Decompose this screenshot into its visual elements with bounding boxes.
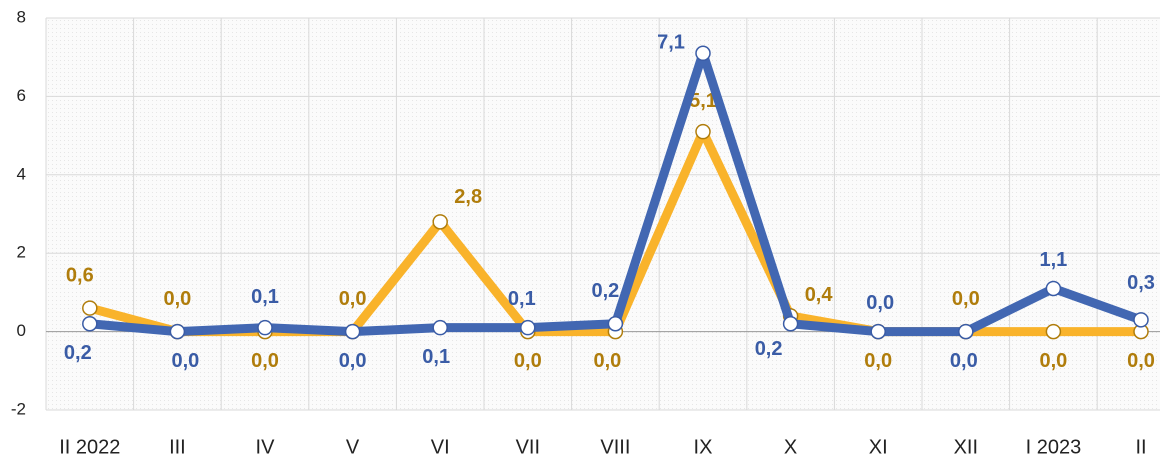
y-tick-label: 0: [17, 321, 26, 340]
data-label: 0,0: [514, 350, 542, 372]
data-label: 0,0: [950, 350, 978, 372]
marker: [782, 316, 799, 332]
x-tick-label: XII: [954, 436, 978, 458]
marker: [257, 319, 273, 336]
y-tick-label: -2: [11, 399, 26, 418]
marker: [870, 323, 886, 340]
x-tick-label: III: [169, 436, 186, 458]
marker: [432, 319, 448, 336]
y-tick-label: 2: [17, 243, 26, 262]
data-label: 0,0: [864, 350, 892, 372]
data-label: 0,0: [339, 350, 367, 372]
marker: [82, 300, 98, 316]
x-tick-label: IV: [256, 436, 276, 458]
data-label: 0,0: [339, 288, 367, 310]
marker: [432, 214, 448, 230]
data-label: 1,1: [1039, 249, 1067, 271]
plot-area: [46, 18, 1160, 410]
data-label: 0,0: [866, 292, 894, 314]
x-tick-label: IX: [694, 436, 713, 458]
data-label: 0,1: [508, 288, 536, 310]
x-tick-label: II: [1135, 436, 1146, 458]
marker: [607, 316, 624, 332]
data-label: 0,4: [805, 284, 834, 306]
y-tick-label: 8: [17, 7, 26, 26]
x-tick-label: II 2022: [59, 436, 120, 458]
marker: [1045, 323, 1062, 340]
data-label: 0,0: [251, 350, 279, 372]
marker: [82, 316, 98, 332]
y-tick-label: 6: [17, 86, 26, 105]
y-tick-label: 4: [17, 164, 26, 183]
data-label: 0,2: [64, 342, 92, 364]
data-label: 0,0: [1127, 350, 1155, 372]
data-label: 0,0: [593, 350, 621, 372]
data-label: 5,1: [689, 90, 717, 112]
x-tick-label: V: [346, 436, 360, 458]
data-label: 0,2: [591, 280, 619, 302]
data-label: 7,1: [657, 32, 685, 54]
x-tick-label: X: [784, 436, 797, 458]
data-label: 0,0: [171, 350, 199, 372]
x-tick-label: VI: [431, 436, 450, 458]
x-tick-label: XI: [869, 436, 888, 458]
marker: [169, 323, 186, 340]
data-label: 0,0: [952, 288, 980, 310]
marker: [520, 319, 536, 336]
data-label: 0,1: [422, 346, 450, 368]
data-label: 2,8: [454, 186, 482, 208]
data-label: 0,0: [1039, 350, 1067, 372]
data-label: 0,1: [251, 286, 279, 308]
marker: [344, 323, 361, 340]
marker: [1133, 312, 1149, 328]
marker: [695, 45, 711, 62]
x-tick-label: VII: [516, 436, 540, 458]
marker: [695, 123, 711, 140]
data-label: 0,2: [755, 338, 783, 360]
x-tick-label: I 2023: [1026, 436, 1082, 458]
data-label: 0,6: [66, 264, 94, 286]
marker: [958, 323, 974, 340]
data-label: 0,3: [1127, 272, 1155, 294]
x-tick-label: VIII: [600, 436, 630, 458]
data-label: 0,0: [163, 288, 191, 310]
marker: [1045, 280, 1062, 297]
